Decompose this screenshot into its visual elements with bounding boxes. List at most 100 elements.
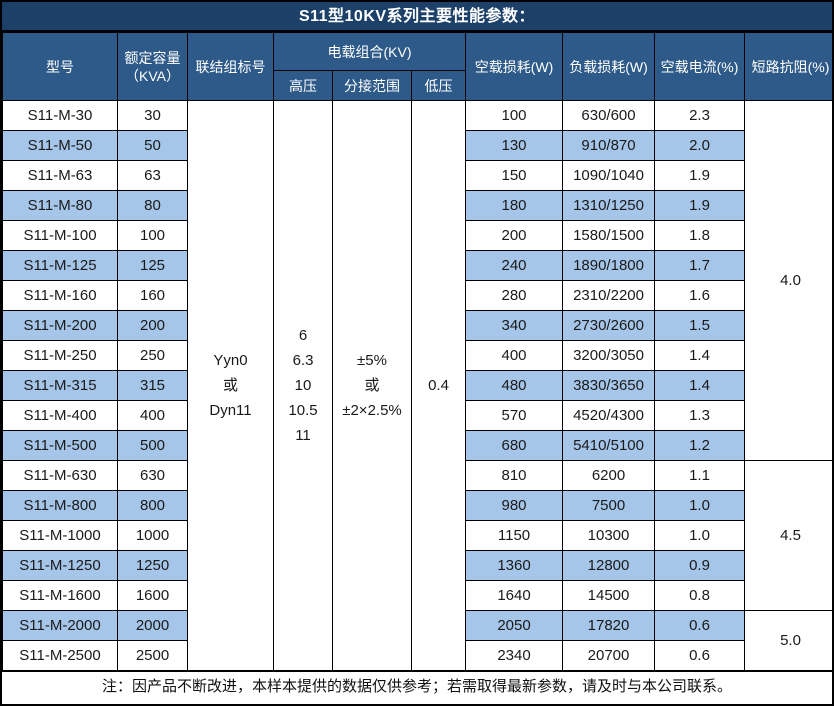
model-cell: S11-M-250 (2, 340, 118, 371)
no-load-current-cell: 1.9 (654, 160, 746, 191)
capacity-cell: 630 (117, 460, 188, 491)
header-load-loss: 负载损耗(W) (562, 32, 656, 101)
no-load-loss-cell: 180 (465, 190, 564, 221)
model-cell: S11-M-63 (2, 160, 118, 191)
model-cell: S11-M-1250 (2, 550, 118, 581)
load-loss-cell: 12800 (562, 550, 656, 581)
header-lv: 低压 (410, 70, 467, 101)
no-load-current-cell: 1.0 (654, 520, 746, 551)
no-load-current-cell: 0.6 (654, 610, 746, 641)
model-cell: S11-M-630 (2, 460, 118, 491)
no-load-loss-cell: 240 (465, 250, 564, 281)
model-cell: S11-M-100 (2, 220, 118, 251)
model-cell: S11-M-1000 (2, 520, 118, 551)
no-load-loss-cell: 2050 (465, 610, 564, 641)
load-loss-cell: 3830/3650 (562, 370, 656, 401)
capacity-cell: 315 (117, 370, 188, 401)
capacity-cell: 1250 (117, 550, 188, 581)
model-cell: S11-M-50 (2, 130, 118, 161)
capacity-cell: 160 (117, 280, 188, 311)
no-load-current-cell: 1.7 (654, 250, 746, 281)
model-cell: S11-M-80 (2, 190, 118, 221)
table-row: S11-M-125 125 240 1890/1800 1.7 (2, 250, 833, 281)
no-load-current-cell: 1.3 (654, 400, 746, 431)
no-load-current-cell: 1.9 (654, 190, 746, 221)
no-load-current-cell: 1.4 (654, 370, 746, 401)
table-body: S11-M-30 30 Yyn0 或 Dyn11 6 6.3 10 10.5 11 ±5… (2, 100, 833, 671)
load-loss-cell: 6200 (562, 460, 656, 491)
impedance-cell: 4.5 (744, 460, 832, 611)
model-cell: S11-M-1600 (2, 580, 118, 611)
no-load-current-cell: 2.0 (654, 130, 746, 161)
no-load-current-cell: 0.9 (654, 550, 746, 581)
table-row: S11-M-630 630 810 6200 1.1 4.5 (2, 460, 832, 611)
no-load-loss-cell: 2340 (465, 640, 564, 671)
no-load-loss-cell: 680 (465, 430, 564, 461)
capacity-cell: 100 (117, 220, 188, 251)
no-load-loss-cell: 130 (465, 130, 564, 161)
capacity-cell: 30 (117, 100, 188, 131)
footnote: 注：因产品不断改进，本样本提供的数据仅供参考；若需取得最新参数，请及时与本公司联… (2, 671, 832, 703)
no-load-loss-cell: 400 (465, 340, 564, 371)
load-loss-cell: 1090/1040 (562, 160, 656, 191)
tap-range-cell: ±5% 或 ±2×2.5% (332, 100, 412, 671)
spec-table: 型号 额定容量 （KVA） 联结组标号 电载组合(KV) 空载损耗(W) 负载损… (2, 32, 833, 671)
capacity-cell: 500 (117, 430, 188, 461)
load-loss-cell: 1890/1800 (562, 250, 656, 281)
table-row: S11-M-1600 1600 1640 14500 0.8 (2, 580, 833, 611)
load-loss-cell: 3200/3050 (562, 340, 656, 371)
no-load-loss-cell: 1150 (465, 520, 564, 551)
table-row: S11-M-500 500 680 5410/5100 1.2 (2, 430, 833, 461)
capacity-cell: 63 (117, 160, 188, 191)
load-loss-cell: 7500 (562, 490, 656, 521)
no-load-loss-cell: 570 (465, 400, 564, 431)
impedance-cell: 5.0 (744, 610, 832, 671)
lv-value-cell: 0.4 (410, 100, 467, 671)
load-loss-cell: 20700 (562, 640, 656, 671)
header-tap-range: 分接范围 (332, 70, 412, 101)
no-load-current-cell: 1.6 (654, 280, 746, 311)
capacity-cell: 2000 (117, 610, 188, 641)
table-row: S11-M-200 200 340 2730/2600 1.5 (2, 310, 833, 341)
header-model: 型号 (2, 32, 118, 101)
model-cell: S11-M-500 (2, 430, 118, 461)
table-row: S11-M-400 400 570 4520/4300 1.3 (2, 400, 833, 431)
load-loss-cell: 910/870 (562, 130, 656, 161)
hv-values-cell: 6 6.3 10 10.5 11 (273, 100, 333, 671)
capacity-cell: 50 (117, 130, 188, 161)
page-title: S11型10KV系列主要性能参数： (2, 2, 832, 32)
model-cell: S11-M-125 (2, 250, 118, 281)
header-load-combo: 电载组合(KV) (272, 32, 467, 71)
capacity-cell: 1000 (117, 520, 188, 551)
header-connection-group: 联结组标号 (187, 32, 274, 101)
no-load-current-cell: 1.2 (654, 430, 746, 461)
no-load-current-cell: 1.0 (654, 490, 746, 521)
table-row: S11-M-100 100 200 1580/1500 1.8 (2, 220, 833, 251)
header-no-load-current: 空载电流(%) (654, 32, 746, 101)
load-loss-cell: 17820 (562, 610, 656, 641)
capacity-cell: 125 (117, 250, 188, 281)
model-cell: S11-M-315 (2, 370, 118, 401)
table-row: S11-M-1000 1000 1150 10300 1.0 (2, 520, 833, 551)
load-loss-cell: 2730/2600 (562, 310, 656, 341)
connection-group-cell: Yyn0 或 Dyn11 (187, 100, 274, 671)
load-loss-cell: 2310/2200 (562, 280, 656, 311)
no-load-loss-cell: 280 (465, 280, 564, 311)
no-load-loss-cell: 480 (465, 370, 564, 401)
model-cell: S11-M-800 (2, 490, 118, 521)
table-row: S11-M-30 30 Yyn0 或 Dyn11 6 6.3 10 10.5 11 ±5… (2, 100, 832, 671)
table-header: 型号 额定容量 （KVA） 联结组标号 电载组合(KV) 空载损耗(W) 负载损… (2, 32, 832, 101)
model-cell: S11-M-2500 (2, 640, 118, 671)
no-load-loss-cell: 100 (465, 100, 564, 131)
model-cell: S11-M-200 (2, 310, 118, 341)
model-cell: S11-M-2000 (2, 610, 118, 641)
header-no-load-loss: 空载损耗(W) (465, 32, 564, 101)
capacity-cell: 800 (117, 490, 188, 521)
no-load-current-cell: 2.3 (654, 100, 746, 131)
header-hv: 高压 (273, 70, 333, 101)
load-loss-cell: 630/600 (562, 100, 656, 131)
impedance-cell: 4.0 (744, 100, 832, 461)
no-load-loss-cell: 200 (465, 220, 564, 251)
no-load-loss-cell: 810 (465, 460, 564, 491)
model-cell: S11-M-400 (2, 400, 118, 431)
